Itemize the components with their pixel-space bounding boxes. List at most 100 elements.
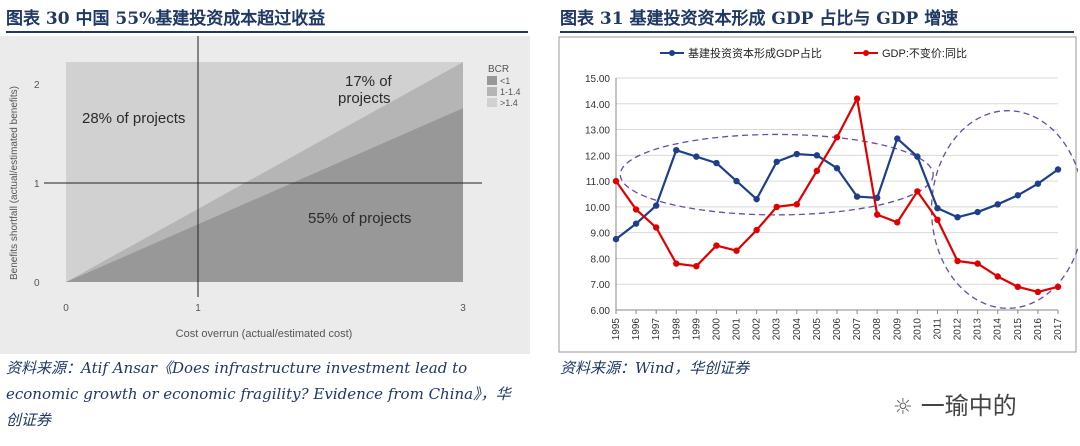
x-tick-label: 2006 [832,318,843,341]
x-tick-label: 2016 [1033,318,1044,341]
y-tick-label: 9.00 [591,229,611,240]
left-ytick-0: 0 [34,278,40,289]
highlight-ellipse-1998-2008 [619,133,934,216]
region-bcr-mid [66,62,463,282]
data-point-gdp-growth [733,247,740,254]
x-tick-label: 1995 [611,318,622,341]
left-xtick-0: 0 [63,303,69,314]
wechat-icon: ☼ [893,395,913,420]
data-point-infra-share [773,158,780,165]
legend-marker-infra [669,50,675,56]
data-point-infra-share [954,214,961,221]
data-point-gdp-growth [833,134,841,141]
data-point-gdp-growth [954,257,961,265]
right-legend: 基建投资资本形成GDP占比 GDP:不变价:同比 [660,46,967,60]
data-point-gdp-growth [673,260,680,267]
x-tick-label: 2004 [792,318,803,341]
label-17pct-line1: 17% of [345,73,393,90]
left-source: 资料来源：Atif Ansar《Does infrastructure inve… [6,359,511,429]
data-point-gdp-growth [994,273,1001,280]
legend-label-infra: 基建投资资本形成GDP占比 [688,46,822,60]
legend-label-high: >1.4 [500,98,518,108]
x-tick-label: 1998 [671,318,682,341]
data-point-gdp-growth [1034,288,1042,296]
y-tick-label: 7.00 [591,280,611,291]
y-tick-label: 12.00 [585,151,610,162]
data-point-gdp-growth [873,211,881,218]
data-point-gdp-growth [632,206,640,213]
data-point-infra-share [1054,166,1062,173]
data-point-infra-share [994,201,1001,208]
y-tick-label: 14.00 [585,100,610,111]
data-point-infra-share [612,235,620,243]
data-point-infra-share [753,195,760,203]
data-point-infra-share [934,204,941,212]
data-point-gdp-growth [894,219,901,226]
data-point-gdp-growth [914,188,921,195]
data-point-infra-share [974,208,981,216]
x-tick-label: 2000 [711,318,722,341]
data-point-infra-share [652,202,660,209]
legend-label-gdp: GDP:不变价:同比 [882,46,967,60]
data-point-infra-share [793,150,801,158]
data-point-gdp-growth [753,226,760,234]
data-point-gdp-growth [793,201,801,208]
data-point-infra-share [853,193,861,200]
left-chart: 28% of projects 17% of projects 55% of p… [0,36,530,354]
data-point-gdp-growth [853,95,861,102]
data-point-infra-share [632,220,640,227]
x-tick-label: 2014 [993,318,1004,341]
x-tick-label: 2012 [953,318,964,341]
y-tick-label: 10.00 [585,203,610,214]
data-point-gdp-growth [1014,283,1022,290]
data-point-gdp-growth [773,203,780,211]
right-source: 资料来源：Wind，华创证券 [560,359,750,377]
watermark: ☼ 一瑜中的 [893,386,1017,421]
x-tick-label: 2010 [912,318,923,341]
left-title-rule [6,31,528,33]
x-tick-label: 1999 [691,318,702,341]
y-tick-label: 6.00 [591,306,611,317]
right-title-rule [560,31,1074,33]
left-ytick-1: 1 [34,179,40,190]
legend-title: BCR [488,64,509,75]
highlight-ellipse-2012-2017 [930,110,1078,309]
label-17pct-line2: projects [338,90,391,107]
y-tick-label: 8.00 [591,254,611,265]
right-chart: 6.00 7.00 8.00 9.00 10.00 11.00 12.00 13.00 14.0… [558,36,1078,353]
left-figure-title: 图表 30 中国 55%基建投资成本超过收益 [6,9,326,29]
watermark-text: 一瑜中的 [920,392,1017,420]
legend-swatch-mid [487,87,497,96]
x-tick-label: 1996 [631,318,642,341]
left-xtick-3: 3 [460,303,466,314]
data-point-gdp-growth [652,224,660,231]
left-xtick-1: 1 [195,303,201,314]
label-28pct: 28% of projects [82,110,185,127]
y-tick-label: 15.00 [585,74,610,85]
data-point-infra-share [733,177,740,185]
data-point-gdp-growth [974,260,981,267]
x-tick-label: 2015 [1013,318,1024,341]
y-tick-label: 11.00 [586,177,611,188]
legend-label-mid: 1-1.4 [500,87,521,97]
legend-label-low: <1 [500,76,510,86]
right-chart-frame [558,36,1077,353]
label-55pct: 55% of projects [308,210,411,227]
x-tick-label: 2002 [752,318,763,341]
data-point-infra-share [1014,192,1022,199]
x-tick-label: 2008 [872,318,883,341]
x-tick-label: 2009 [892,318,903,341]
data-point-infra-share [693,153,700,160]
data-point-gdp-growth [934,216,941,223]
region-bcr-low [66,108,463,282]
data-point-infra-share [833,165,841,172]
x-tick-label: 1997 [651,318,662,341]
x-tick-label: 2013 [973,318,984,341]
data-point-gdp-growth [612,177,620,185]
legend-marker-gdp [863,50,869,56]
x-tick-label: 2003 [772,318,783,341]
data-point-gdp-growth [813,167,821,174]
x-tick-label: 2001 [732,318,743,341]
data-point-infra-share [894,135,901,142]
data-point-infra-share [914,153,921,160]
